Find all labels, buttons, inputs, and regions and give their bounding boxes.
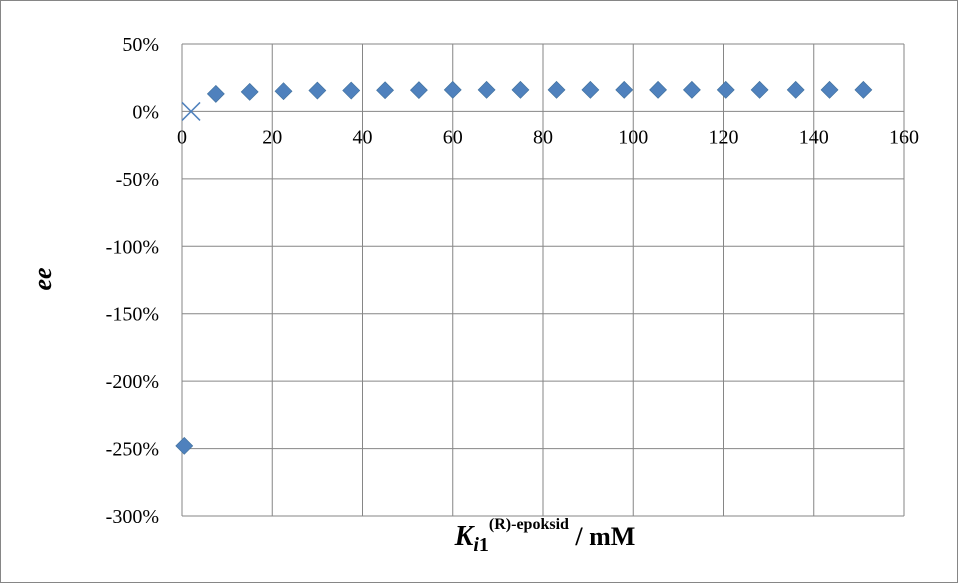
x-tick-label: 120 [709,126,739,148]
x-axis-title-subscript-i: i [473,534,479,556]
x-tick-label: 60 [443,126,463,148]
y-tick-label: -250% [106,439,159,461]
y-tick-label: -300% [106,506,159,528]
data-point [240,82,259,101]
y-tick-label: -50% [116,169,159,191]
y-tick-label: 0% [132,101,159,123]
data-points [175,80,873,455]
data-point [682,80,701,99]
x-axis-title-subscript-1: 1 [479,534,489,556]
data-point [206,84,225,103]
x-axis-ticks: 0 20 40 60 80 100 120 140 160 [177,126,919,148]
data-point [820,80,839,99]
x-tick-label: 100 [618,126,648,148]
data-point [308,81,327,100]
data-point [547,80,566,99]
y-axis-title: ee [28,267,57,290]
data-point [409,81,428,100]
data-point [175,436,194,455]
y-tick-label: -100% [106,236,159,258]
x-tick-label: 160 [889,126,919,148]
data-point [786,80,805,99]
x-marker-stroke [181,101,201,121]
y-tick-label: -200% [106,371,159,393]
x-axis-title-main: K [454,521,476,552]
data-point [649,80,667,99]
data-point [750,80,769,99]
y-tick-label: -150% [106,304,159,326]
data-point [511,80,530,99]
x-tick-label: 80 [533,126,553,148]
data-point [274,82,293,101]
data-point [443,80,462,99]
data-point [342,81,361,100]
data-point-x [181,101,201,121]
x-axis-title-unit: / mM [569,522,635,551]
x-tick-label: 20 [262,126,282,148]
data-point [854,80,873,99]
data-point [581,80,600,99]
x-tick-label: 0 [177,126,187,148]
data-point [615,80,634,99]
data-point [376,81,394,100]
data-point [477,80,496,99]
y-tick-label: 50% [122,34,159,56]
y-axis-ticks: 50% 0% -50% -100% -150% -200% -250% -300% [106,34,159,528]
x-tick-label: 140 [799,126,829,148]
x-axis-title-superscript: (R)-epoksid [489,516,569,533]
x-axis-title: Ki1(R)-epoksid / mM [454,516,636,556]
x-tick-label: 40 [353,126,373,148]
data-point [716,80,735,99]
grid [181,43,905,517]
